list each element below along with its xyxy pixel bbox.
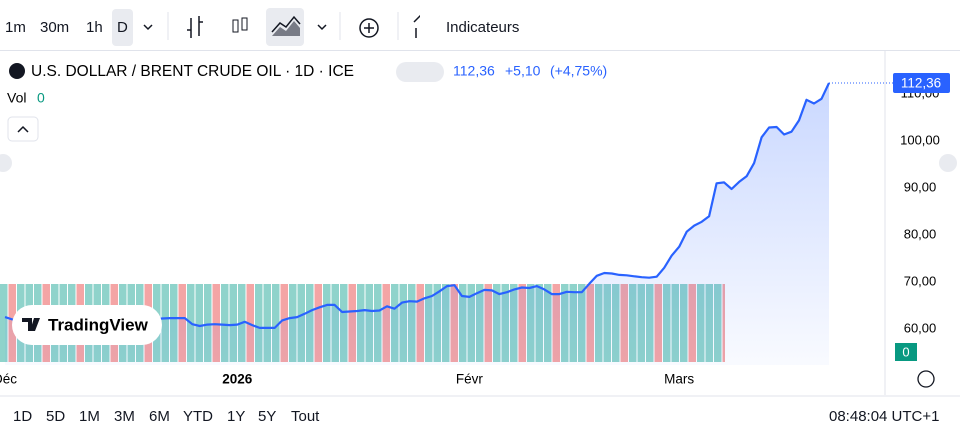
area-fill (5, 83, 829, 365)
logo-icon (22, 318, 40, 331)
scroll-right[interactable] (939, 154, 957, 172)
range[interactable]: 3M (114, 408, 135, 425)
price-tag (893, 73, 950, 94)
symbol: U.S. DOLLAR / BRENT CRUDE OIL · 1D · ICE (31, 63, 354, 80)
interval-selected[interactable]: D (112, 9, 133, 46)
change-pct: (+4,75%) (550, 63, 607, 79)
range[interactable]: 1Y (227, 408, 246, 425)
clock: 08:48:04 UTC+1 (829, 408, 940, 425)
status-pill (396, 62, 444, 82)
volume-label: Vol (7, 90, 26, 106)
interval[interactable]: 1m (5, 19, 26, 36)
volume-value: 0 (37, 90, 45, 106)
y-tick-label: 80,00 (904, 226, 937, 241)
volume-tag (895, 343, 917, 361)
range[interactable]: 5D (46, 408, 66, 425)
toolbar: 1m 30m 1h D Indicateurs (0, 0, 960, 51)
y-tick-label: 90,00 (904, 179, 937, 194)
y-tick-label: 60,00 (904, 320, 937, 335)
x-tick-label: 2026 (222, 372, 253, 387)
range[interactable]: 5Y (258, 408, 277, 425)
toolbar-icons (143, 8, 420, 46)
range[interactable]: 1M (79, 408, 100, 425)
logo-badge (12, 305, 162, 345)
range[interactable]: 6M (149, 408, 170, 425)
settings-icon[interactable] (917, 370, 935, 388)
interval[interactable]: 30m (40, 19, 70, 36)
volume-tag-value: 0 (902, 344, 909, 359)
change: +5,10 (505, 63, 541, 79)
y-tick-label: 70,00 (904, 273, 937, 288)
price-tag-label: 112,36 (901, 76, 941, 91)
x-tick-label: Mars (664, 372, 694, 387)
logo: TradingView (48, 315, 149, 334)
collapse-button[interactable] (7, 116, 39, 142)
scroll-left[interactable] (0, 154, 12, 172)
range[interactable]: 1D (13, 408, 33, 425)
x-tick-label: Déc (0, 372, 17, 387)
range[interactable]: Tout (291, 408, 320, 425)
y-tick-label: 100,00 (900, 133, 940, 148)
range[interactable]: YTD (183, 408, 213, 425)
interval[interactable]: 1h (86, 19, 103, 36)
indicators-button[interactable]: Indicateurs (446, 19, 520, 36)
symbol-icon (9, 63, 25, 79)
price: 112,36 (453, 63, 495, 79)
x-tick-label: Févr (456, 372, 484, 387)
